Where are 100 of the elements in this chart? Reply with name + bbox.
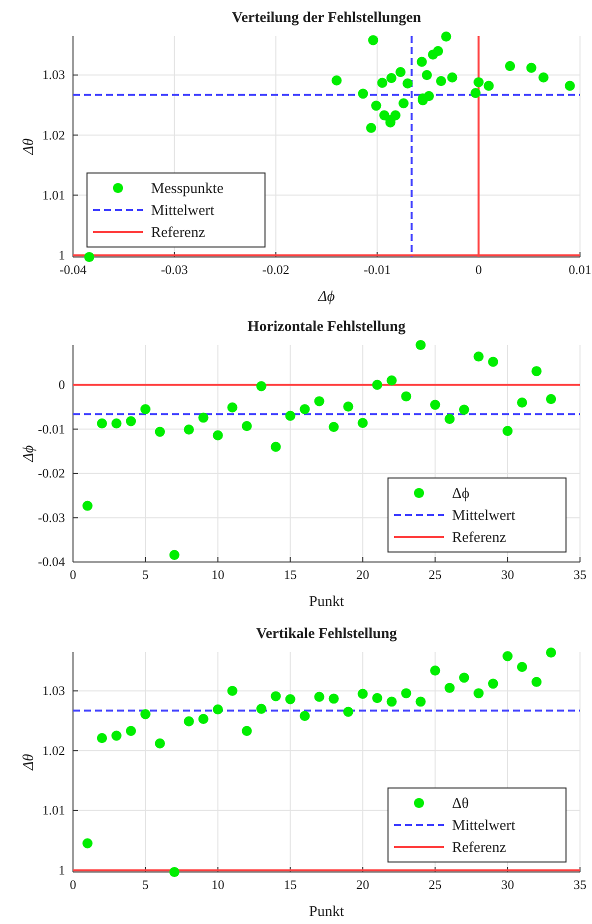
point [474,351,484,362]
x-tick-label: 0.01 [568,262,592,278]
x-tick-label: 35 [574,877,586,892]
y-tick-label: -0.01 [38,421,65,436]
point [444,682,455,693]
legend-label: Mittelwert [452,818,516,834]
point [386,73,396,84]
chart-title: Vertikale Fehlstellung [256,626,398,642]
point [441,32,452,42]
point [96,733,108,744]
point [416,340,426,350]
y-tick-label: 1.02 [42,127,65,142]
x-tick-label: 15 [284,567,297,582]
point [416,56,427,67]
point [379,110,390,120]
legend-label: Referenz [151,225,206,241]
legend-label: Referenz [452,840,506,856]
point [343,402,354,412]
x-tick-label: 35 [574,567,586,582]
point [402,78,413,88]
point [517,662,528,672]
y-tick-label: -0.04 [38,554,66,570]
point [328,694,339,704]
y-tick-label: 0 [58,377,65,392]
point [416,696,426,707]
x-tick-label: 0 [70,567,76,582]
y-tick-label: -0.03 [38,510,65,525]
point [184,716,194,726]
point [111,418,122,428]
point [444,414,455,424]
y-tick-label: 1.03 [42,67,65,82]
x-tick-label: -0.01 [364,262,391,278]
point [377,78,388,88]
point [459,672,470,683]
point [154,738,165,749]
point [242,726,252,736]
y-tick-label: 1.01 [42,802,65,818]
y-axis-title: Δϕ [21,444,37,463]
point [256,381,266,392]
point [366,122,376,133]
legend-label: Mittelwert [452,508,516,524]
point [111,730,122,741]
x-tick-label: 10 [211,567,224,582]
y-tick-label: 1 [58,247,65,262]
legend-label: Δθ [452,796,469,812]
point [285,694,296,704]
x-tick-label: -0.02 [262,262,290,278]
point [430,400,440,410]
point [372,692,382,704]
x-axis-title: Punkt [308,594,345,610]
y-axis-title: Δθ [21,753,37,772]
chart-title: Verteilung der Fehlstellungen [232,10,422,26]
x-tick-label: 0 [475,262,482,278]
point [314,692,324,702]
x-tick-label: 5 [142,567,149,582]
point [546,394,556,404]
point [227,402,238,412]
point [401,688,412,698]
x-tick-label: 10 [211,877,224,892]
point [395,66,406,78]
x-tick-label: 30 [501,567,514,582]
legend-label: Mittelwert [151,203,216,219]
point [372,380,382,390]
legend-label: Δϕ [452,486,470,502]
point [432,46,444,56]
point [398,98,409,108]
point [401,391,412,402]
x-tick-label: -0.03 [160,262,188,278]
x-tick-label: 20 [356,877,370,892]
point [484,80,494,91]
point [517,398,528,408]
x-tick-label: 5 [142,877,149,892]
point [343,706,354,717]
x-tick-label: 30 [501,877,514,892]
point [564,80,575,91]
point [332,75,342,86]
point [386,696,397,707]
x-tick-label: 0 [70,877,76,892]
point [504,60,516,72]
point [198,714,208,724]
y-tick-label: -0.02 [38,466,65,481]
x-axis-title: Punkt [308,904,345,920]
x-tick-label: 25 [428,567,442,582]
point [96,418,108,428]
point [169,550,180,560]
point [546,648,556,658]
point [474,77,484,88]
point [126,726,136,736]
point [531,366,542,376]
point [538,72,549,82]
point [285,410,296,421]
x-tick-label: 25 [428,877,442,892]
point [212,704,223,714]
legend-label: Messpunkte [151,181,224,197]
point [126,416,136,426]
point [270,442,281,452]
legend-label: Referenz [452,530,506,546]
point [140,709,150,720]
point [459,404,470,415]
point [300,404,310,414]
